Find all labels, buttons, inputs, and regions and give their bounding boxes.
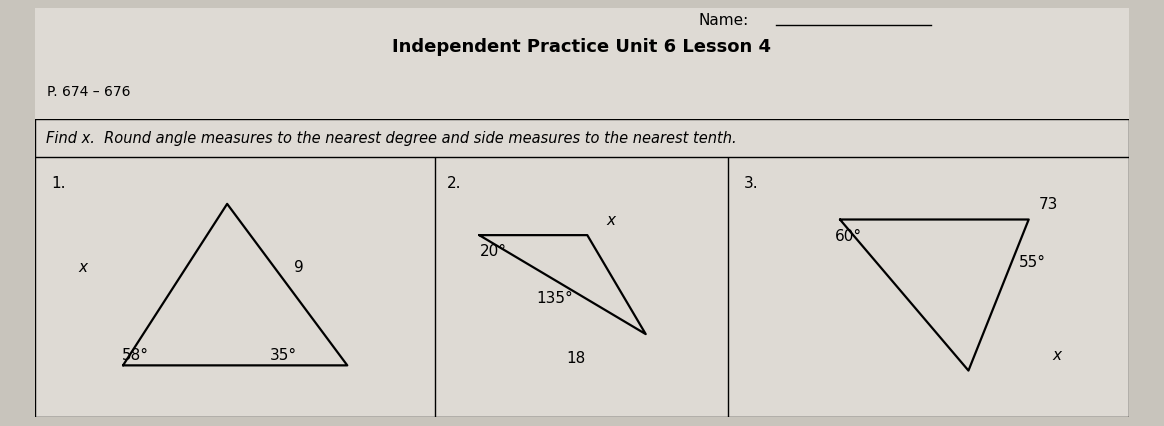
Text: 1.: 1. — [51, 176, 65, 191]
Text: P. 674 – 676: P. 674 – 676 — [47, 85, 130, 99]
Text: 135°: 135° — [537, 291, 574, 305]
Text: 20°: 20° — [481, 244, 508, 259]
Text: Name:: Name: — [698, 13, 748, 28]
Text: x: x — [606, 213, 615, 227]
Text: 9: 9 — [294, 259, 304, 274]
Text: x: x — [78, 259, 87, 274]
Text: Independent Practice Unit 6 Lesson 4: Independent Practice Unit 6 Lesson 4 — [392, 38, 772, 56]
Text: 73: 73 — [1039, 197, 1058, 212]
Text: Find x.  Round angle measures to the nearest degree and side measures to the nea: Find x. Round angle measures to the near… — [45, 131, 737, 146]
Text: x: x — [1052, 348, 1062, 363]
Text: 55°: 55° — [1020, 254, 1046, 269]
Text: 2.: 2. — [447, 176, 462, 191]
Text: 35°: 35° — [270, 348, 297, 363]
Text: 60°: 60° — [835, 228, 861, 243]
Text: 3.: 3. — [744, 176, 758, 191]
Text: 58°: 58° — [121, 348, 149, 363]
Text: 18: 18 — [566, 350, 585, 365]
